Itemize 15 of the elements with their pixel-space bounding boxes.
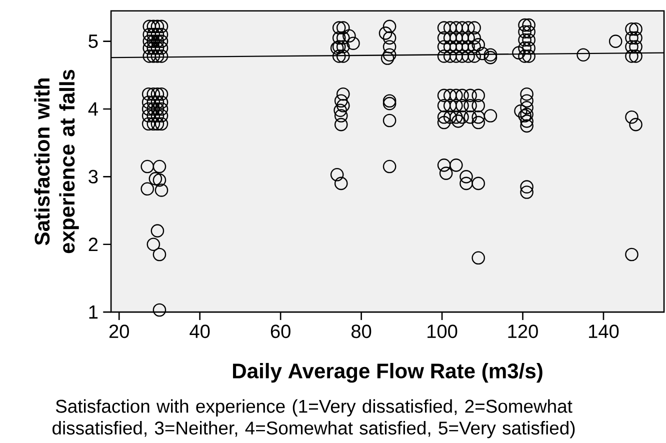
text: Satisfaction with experience (1=Very dissatisfied, 2=Somewhat dissatisfied, 3=Neither, 4=Somewhat satisfied, 5=Very satisfied) (52, 399, 575, 438)
y-tick-label: 3 (88, 170, 98, 184)
y-tick-label: 2 (88, 237, 98, 251)
x-tick-label: 20 (109, 324, 129, 338)
x-tick-label: 120 (508, 324, 538, 338)
x-tick-label: 140 (589, 324, 619, 338)
y-tick-label: 5 (88, 34, 98, 48)
y-axis-title: Satisfaction with experience at falls (34, 70, 79, 253)
y-tick-label: 1 (89, 305, 98, 318)
x-axis-title: Daily Average Flow Rate (m3/s) (233, 362, 542, 382)
x-tick-label: 100 (428, 324, 458, 338)
x-tick-label: 60 (270, 324, 290, 338)
y-tick-label: 4 (88, 102, 98, 116)
x-tick-label: 40 (190, 324, 210, 338)
x-tick-label: 80 (352, 324, 372, 338)
